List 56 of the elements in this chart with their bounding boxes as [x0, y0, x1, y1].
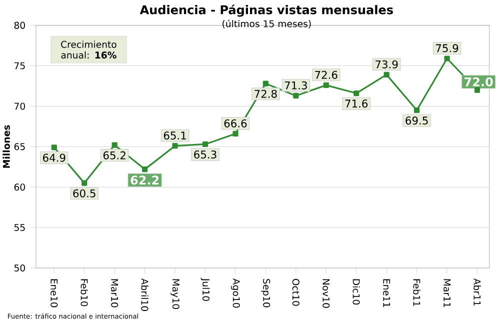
point [323, 82, 329, 88]
data-label: 72.8 [254, 90, 277, 98]
x-tick-label: Ene10 [50, 279, 58, 308]
point [82, 180, 88, 186]
x-tick-label: Dic10 [352, 279, 360, 305]
data-label: 75.9 [436, 44, 458, 52]
x-tick-label: Feb10 [80, 279, 88, 306]
y-tick-label: 70 [14, 102, 25, 110]
x-tick-label: Mar11 [444, 279, 450, 308]
point [384, 72, 390, 78]
chart-title: Audiencia - Páginas vistas mensuales [140, 4, 393, 17]
data-label: 66.6 [224, 119, 247, 128]
point [293, 92, 299, 98]
point [262, 80, 268, 86]
point [142, 166, 148, 172]
point [444, 56, 450, 62]
point [232, 130, 238, 137]
x-tick-label: Ago10 [231, 278, 240, 308]
point [172, 143, 178, 149]
chart-subtitle: (últimos 15 meses) [222, 20, 311, 28]
y-tick-label: 50 [14, 264, 25, 272]
data-label: 65.2 [103, 151, 126, 160]
data-label: 65.1 [164, 132, 186, 140]
x-tick-label: Jul10 [200, 278, 210, 301]
x-tick-label: Abril10 [141, 278, 148, 311]
y-axis-title: Millones [2, 125, 10, 168]
x-tick-label: Abr11 [474, 278, 481, 306]
y-tick-label: 55 [14, 224, 25, 232]
x-tick-label: Nov10 [322, 279, 330, 308]
y-tick-label: 75 [14, 62, 25, 70]
data-label: 71.6 [345, 100, 368, 108]
point [474, 87, 480, 93]
data-label: 60.5 [73, 189, 96, 198]
x-tick-label: Mar10 [111, 279, 118, 308]
y-tick-label: 65 [14, 143, 25, 150]
data-label: 71.3 [284, 81, 307, 90]
x-tick-label: Oct10 [292, 278, 300, 306]
data-label: 73.9 [376, 60, 398, 68]
annotation: Crecimiento anual: 16% [61, 40, 116, 59]
x-tick-label: May10 [170, 279, 180, 309]
x-tick-label: Ene11 [383, 279, 390, 307]
x-tick-label: Sep10 [261, 278, 270, 308]
data-label: 62.2 [130, 176, 159, 185]
point [354, 90, 360, 96]
data-label: 65.3 [194, 150, 216, 159]
y-tick-label: 80 [14, 22, 25, 29]
point [112, 142, 118, 148]
point [414, 107, 420, 114]
point [202, 141, 208, 148]
y-tick-label: 60 [14, 184, 25, 191]
x-tick-label: Feb11 [413, 279, 420, 306]
data-label: 72.6 [315, 70, 338, 79]
point [51, 144, 57, 150]
data-label: 72.0 [464, 77, 493, 86]
data-label: 69.5 [406, 116, 428, 125]
data-label: 64.9 [43, 154, 66, 162]
